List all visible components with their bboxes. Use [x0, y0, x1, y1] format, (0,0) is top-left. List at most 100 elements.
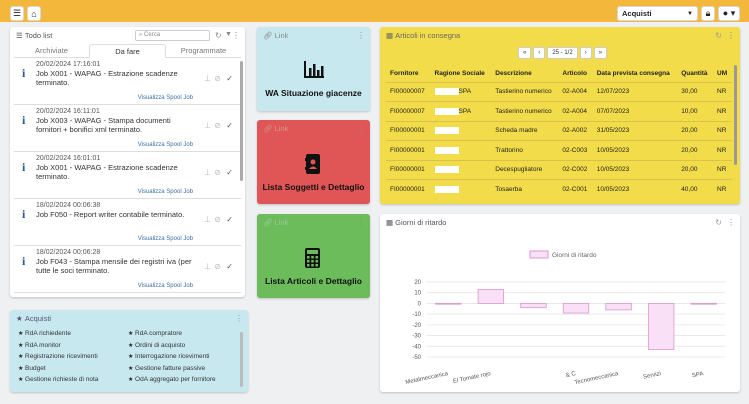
- check-icon[interactable]: ✓: [226, 262, 233, 271]
- column-header[interactable]: UM: [717, 69, 728, 77]
- more-icon[interactable]: ⋮: [357, 218, 365, 227]
- attachment-icon[interactable]: ⊘: [214, 74, 221, 83]
- column-header[interactable]: Descrizione: [495, 69, 532, 77]
- acquisti-link[interactable]: Ordini di acquisto: [128, 342, 185, 349]
- link-header: Link: [274, 218, 289, 227]
- acquisti-link[interactable]: OdA aggregato per fornitore: [128, 376, 216, 383]
- acquisti-link[interactable]: Gestione richieste di nota: [18, 376, 98, 383]
- area-select-value: Acquisti: [622, 9, 652, 18]
- check-icon[interactable]: ✓: [226, 121, 233, 130]
- search-input[interactable]: ⌕ Cerca: [135, 30, 210, 41]
- articoli-title: Articoli in consegna: [395, 31, 461, 40]
- check-icon[interactable]: ✓: [226, 74, 233, 83]
- list-item[interactable]: i 18/02/2024 00:06:38 Job F050 - Report …: [14, 199, 241, 246]
- spool-job-link[interactable]: Visualizza Spool Job: [137, 95, 193, 101]
- table-cell: Tosaerba: [491, 179, 559, 199]
- filter-icon[interactable]: ▼: [225, 31, 232, 38]
- acquisti-link[interactable]: RdA compratore: [128, 330, 182, 337]
- acquisti-scrollbar[interactable]: [240, 332, 243, 387]
- check-icon[interactable]: ✓: [226, 215, 233, 224]
- user-button[interactable]: ● ▾: [718, 6, 740, 21]
- attachment-icon[interactable]: ⊘: [214, 262, 221, 271]
- menu-button[interactable]: ☰: [10, 6, 24, 21]
- list-item[interactable]: i 20/02/2024 17:16:01 Job X001 - WAPAG -…: [14, 58, 241, 105]
- column-header[interactable]: Articolo: [562, 69, 587, 77]
- table-row[interactable]: FI00000001 Decespugliatore 02-C002 10/05/20…: [386, 159, 732, 180]
- acquisti-link[interactable]: RdA richiedente: [18, 330, 71, 337]
- table-row[interactable]: FI00000001 Trattorino 02-C003 10/05/2023 20,…: [386, 140, 732, 160]
- more-icon[interactable]: ⋮: [357, 124, 365, 133]
- item-date: 20/02/2024 16:11:01: [36, 108, 100, 115]
- table-cell: 02-C002: [558, 159, 593, 180]
- pin-icon[interactable]: ⊥: [204, 168, 211, 177]
- bar: [647, 303, 675, 350]
- acquisti-link[interactable]: Interrogazione ricevimenti: [128, 353, 209, 360]
- table-icon: ▦: [386, 31, 396, 40]
- pin-icon[interactable]: ⊥: [204, 262, 211, 271]
- home-button[interactable]: ⌂: [27, 6, 41, 21]
- todo-scrollbar[interactable]: [240, 61, 243, 181]
- acquisti-link[interactable]: Budget: [18, 365, 46, 372]
- y-tick-label: 20: [414, 280, 421, 286]
- area-select[interactable]: Acquisti ▼: [617, 6, 698, 21]
- spool-job-link[interactable]: Visualizza Spool Job: [137, 142, 193, 148]
- tab-programmate[interactable]: Programmate: [180, 46, 227, 55]
- table-scrollbar[interactable]: [734, 65, 737, 165]
- pager-prev[interactable]: ‹: [533, 47, 546, 59]
- pin-icon[interactable]: ⊥: [204, 121, 211, 130]
- refresh-icon[interactable]: ↻: [215, 31, 222, 40]
- table-row[interactable]: FI00000001 Scheda madre 02-A002 31/05/2023 2…: [386, 120, 732, 141]
- refresh-icon[interactable]: ↻: [715, 31, 722, 40]
- link-card-articoli[interactable]: 🔗︎ Link ⋮ Lista Articoli e Dettaglio: [257, 214, 370, 298]
- spool-job-link[interactable]: Visualizza Spool Job: [137, 236, 193, 242]
- table-cell: FI00000007: [386, 81, 431, 102]
- refresh-icon[interactable]: ↻: [715, 218, 722, 227]
- search-placeholder: Cerca: [144, 32, 161, 38]
- list-item[interactable]: i 20/02/2024 16:11:01 Job X003 - WAPAG -…: [14, 105, 241, 152]
- table-row[interactable]: FI00000007 SPA Tastierino numerico 02-A004 0…: [386, 101, 732, 121]
- acquisti-link[interactable]: Gestione fatture passive: [128, 365, 205, 372]
- spool-job-link[interactable]: Visualizza Spool Job: [137, 283, 193, 289]
- info-icon: i: [22, 66, 26, 80]
- spool-job-link[interactable]: Visualizza Spool Job: [137, 189, 193, 195]
- x-tick-label: El Tomate rojo: [453, 371, 492, 385]
- tab-archiviate[interactable]: Archiviate: [35, 46, 68, 55]
- column-header[interactable]: Data prevista consegna: [596, 69, 670, 77]
- column-header[interactable]: Fornitore: [390, 69, 419, 77]
- pager-first[interactable]: «: [518, 47, 532, 59]
- list-item[interactable]: i 18/02/2024 00:06:28 Job F043 - Stampa …: [14, 246, 241, 293]
- pager-next[interactable]: ›: [579, 47, 592, 59]
- more-icon[interactable]: ⋮: [232, 31, 240, 40]
- more-icon[interactable]: ⋮: [727, 31, 735, 40]
- attachment-icon[interactable]: ⊘: [214, 215, 221, 224]
- item-text: Job X001 - WAPAG - Estrazione scadenze t…: [36, 163, 178, 181]
- table-cell: [430, 120, 492, 141]
- table-cell: 12/07/2023: [592, 81, 678, 102]
- check-icon[interactable]: ✓: [226, 168, 233, 177]
- attachment-icon[interactable]: ⊘: [214, 168, 221, 177]
- table-cell: NR: [713, 81, 732, 102]
- acquisti-link[interactable]: Registrazione ricevimenti: [18, 353, 98, 360]
- lock-button[interactable]: 🔒︎: [701, 6, 715, 21]
- link-card-giacenze[interactable]: 🔗︎ Link ⋮ WA Situazione giacenze: [257, 27, 370, 111]
- column-header[interactable]: Ragione Sociale: [434, 69, 485, 77]
- pin-icon[interactable]: ⊥: [204, 215, 211, 224]
- info-icon: i: [22, 207, 26, 221]
- table-cell: 02-A002: [558, 120, 593, 141]
- column-header[interactable]: Quantità: [681, 69, 708, 77]
- acquisti-link[interactable]: RdA monitor: [18, 342, 61, 349]
- more-icon[interactable]: ⋮: [357, 31, 365, 40]
- attachment-icon[interactable]: ⊘: [214, 121, 221, 130]
- table-row[interactable]: FI00000007 SPA Tastierino numerico 02-A004 1…: [386, 81, 732, 102]
- lock-icon: 🔒︎: [705, 8, 711, 18]
- link-card-soggetti[interactable]: 🔗︎ Link ⋮ Lista Soggetti e Dettaglio: [257, 120, 370, 204]
- pager-last[interactable]: »: [593, 47, 608, 59]
- tab-da-fare[interactable]: Da fare: [89, 44, 166, 58]
- pin-icon[interactable]: ⊥: [204, 74, 211, 83]
- more-icon[interactable]: ⋮: [235, 314, 243, 323]
- list-item[interactable]: i 20/02/2024 16:01:01 Job X001 - WAPAG -…: [14, 152, 241, 199]
- table-cell: 10/05/2023: [592, 159, 678, 180]
- y-tick-label: -10: [412, 312, 421, 318]
- table-row[interactable]: FI00000001 Tosaerba 02-C001 10/05/2023 40,00…: [386, 179, 732, 199]
- more-icon[interactable]: ⋮: [727, 218, 735, 227]
